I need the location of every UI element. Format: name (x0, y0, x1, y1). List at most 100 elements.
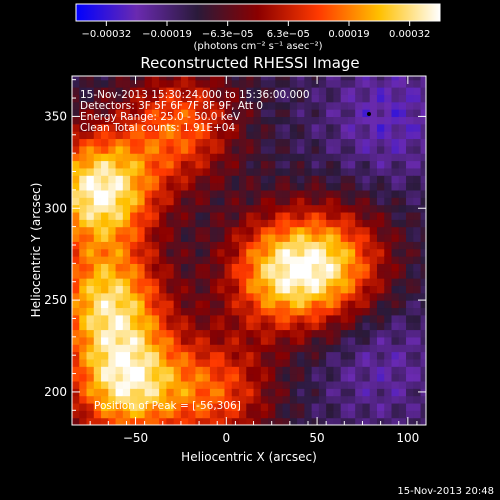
heatmap-cell (362, 109, 371, 118)
heatmap-cell (340, 94, 349, 103)
heatmap-cell (369, 358, 378, 367)
heatmap-cell (260, 278, 269, 286)
heatmap-cell (217, 292, 226, 301)
heatmap-cell (398, 380, 407, 389)
heatmap-cell (188, 256, 197, 264)
heatmap-cell (413, 145, 422, 154)
heatmap-cell (224, 226, 233, 235)
heatmap-cell (151, 300, 160, 309)
heatmap-cell (318, 314, 327, 323)
heatmap-cell (340, 373, 349, 382)
heatmap-cell (333, 79, 342, 88)
heatmap-cell (420, 109, 426, 118)
heatmap-cell (79, 344, 88, 353)
heatmap-cell (318, 292, 327, 301)
heatmap-cell (333, 241, 342, 250)
heatmap-cell (420, 270, 426, 279)
heatmap-cell (108, 219, 117, 228)
heatmap-cell (289, 219, 298, 228)
heatmap-cell (180, 138, 189, 147)
heatmap-cell (101, 182, 109, 191)
heatmap-cell (246, 79, 255, 88)
heatmap-cell (93, 417, 102, 425)
heatmap-cell (420, 189, 426, 198)
heatmap-cell (137, 373, 146, 382)
heatmap-cell (195, 373, 204, 382)
heatmap-cell (297, 300, 305, 309)
heatmap-cell (122, 233, 131, 242)
heatmap-cell (122, 116, 131, 125)
heatmap-cell (406, 87, 414, 95)
heatmap-cell (137, 388, 146, 397)
heatmap-cell (115, 417, 124, 425)
heatmap-cell (122, 256, 131, 264)
heatmap-cell (398, 263, 407, 272)
heatmap-cell (195, 226, 204, 235)
heatmap-cell (101, 109, 109, 118)
heatmap-cell (195, 256, 204, 264)
heatmap-cell (151, 131, 160, 140)
heatmap-cell (398, 167, 407, 176)
heatmap-cell (275, 182, 284, 191)
heatmap-cell (217, 138, 226, 147)
heatmap-cell (188, 292, 197, 301)
heatmap-cell (253, 380, 262, 389)
heatmap-cell (304, 204, 313, 213)
heatmap-cell (72, 145, 80, 154)
heatmap-cell (137, 322, 146, 331)
heatmap-cell (355, 182, 364, 191)
heatmap-cell (260, 123, 269, 132)
heatmap-cell (224, 189, 233, 198)
heatmap-cell (93, 167, 102, 176)
heatmap-cell (209, 94, 218, 103)
heatmap-cell (130, 256, 138, 264)
heatmap-cell (333, 94, 342, 103)
heatmap-cell (420, 79, 426, 88)
heatmap-cell (72, 219, 80, 228)
heatmap-cell (195, 138, 204, 147)
heatmap-cell (217, 211, 226, 220)
heatmap-cell (420, 402, 426, 411)
heatmap-cell (86, 145, 95, 154)
heatmap-cell (398, 292, 407, 301)
heatmap-cell (275, 417, 284, 425)
heatmap-cell (253, 256, 262, 264)
heatmap-cell (239, 336, 247, 345)
heatmap-cell (340, 314, 349, 323)
heatmap-cell (275, 248, 284, 257)
heatmap-cell (180, 351, 189, 360)
heatmap-cell (224, 256, 233, 264)
heatmap-cell (347, 233, 356, 242)
heatmap-cell (275, 123, 284, 132)
heatmap-cell (246, 270, 255, 279)
heatmap-cell (122, 145, 131, 154)
heatmap-cell (159, 87, 167, 95)
heatmap-cell (137, 123, 146, 132)
heatmap-cell (333, 270, 342, 279)
heatmap-cell (159, 322, 167, 331)
heatmap-cell (195, 351, 204, 360)
heatmap-cell (224, 76, 233, 81)
heatmap-cell (333, 285, 342, 294)
heatmap-cell (108, 175, 117, 184)
heatmap-cell (93, 263, 102, 272)
heatmap-cell (101, 307, 109, 316)
colorbar-tick-label: −6.3e−05 (202, 29, 254, 40)
heatmap-cell (318, 153, 327, 162)
heatmap-cell (151, 336, 160, 345)
heatmap-cell (202, 351, 211, 360)
heatmap-cell (209, 307, 218, 316)
heatmap-cell (151, 322, 160, 331)
heatmap-cell (180, 131, 189, 140)
heatmap-cell (137, 270, 146, 279)
heatmap-cell (369, 94, 378, 103)
heatmap-cell (209, 351, 218, 360)
heatmap-cell (239, 256, 247, 264)
heatmap-cell (188, 336, 197, 345)
heatmap-cell (304, 285, 313, 294)
heatmap-cell (115, 336, 124, 345)
heatmap-cell (369, 211, 378, 220)
heatmap-cell (318, 226, 327, 235)
heatmap-cell (413, 116, 422, 125)
heatmap-cell (137, 233, 146, 242)
